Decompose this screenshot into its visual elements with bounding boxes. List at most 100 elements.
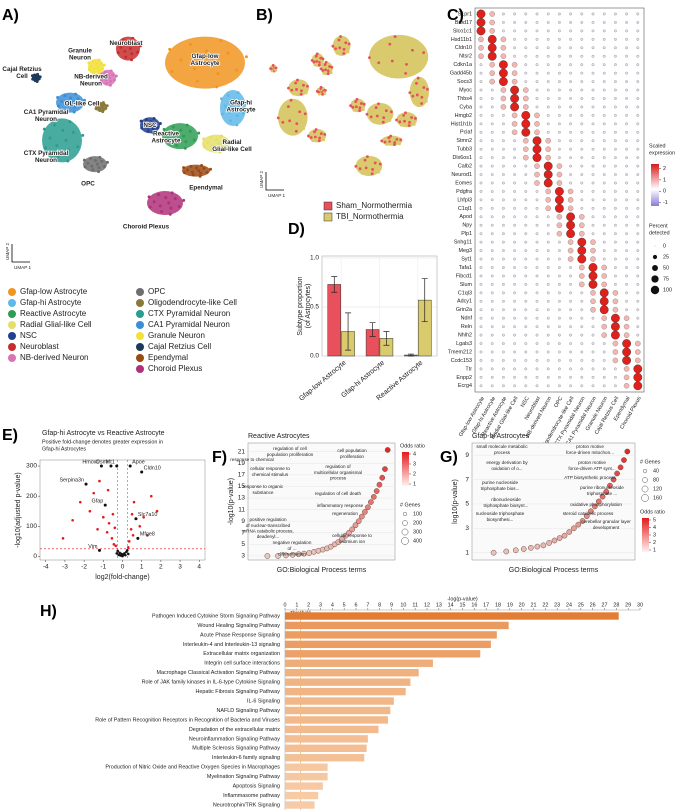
dot-bg [546, 384, 550, 388]
point [365, 504, 371, 511]
dot-bg [602, 29, 606, 33]
dot-bg [502, 232, 505, 236]
dot-bg [479, 63, 483, 67]
umap-cluster [162, 123, 198, 150]
dot-bg [535, 333, 539, 337]
gene-label: Vim [88, 544, 98, 550]
umap-cell [31, 77, 35, 81]
umap-cell [101, 75, 105, 79]
umap-label: Cell [16, 73, 28, 80]
umap-cell [98, 155, 102, 159]
dot-bg [490, 164, 494, 168]
dot-bg [590, 239, 596, 245]
umap-cell [97, 101, 101, 105]
dot-bg [558, 71, 561, 75]
dot-bg [636, 223, 640, 227]
dot-bg [614, 173, 617, 176]
dot-bg [602, 384, 606, 388]
point [283, 552, 289, 559]
gene-label: Slc7a10 [138, 512, 157, 518]
y-axis-label: -log10(p-value) [228, 478, 235, 525]
dot-bg [479, 88, 483, 92]
x-tick-label: 0 [284, 602, 287, 608]
umap-cell [387, 115, 391, 118]
umap-label: Neuroblast [110, 40, 144, 47]
dot-bg [524, 283, 528, 286]
umap-label: OL-like Cell [65, 100, 100, 107]
umap-cell [315, 89, 319, 93]
dot [577, 237, 587, 247]
umap-cell [393, 143, 396, 146]
umap-cell [97, 166, 101, 170]
dot-bg [490, 367, 494, 371]
size-key [642, 468, 648, 474]
dot-bg [558, 147, 561, 151]
umap-cell [96, 65, 100, 69]
umap-cell [142, 122, 146, 126]
dot-bg [490, 325, 494, 328]
dot-bg [523, 137, 529, 144]
dot-bg [511, 129, 518, 136]
umap-cell [383, 140, 387, 144]
umap-cell [171, 125, 175, 129]
panel-label: D) [288, 221, 305, 238]
dot-bg [558, 21, 561, 24]
dot-bg [625, 12, 628, 16]
umap-cell [128, 47, 132, 51]
umap-cell [276, 116, 280, 120]
umap-cell [102, 103, 106, 107]
point [614, 470, 620, 477]
dot-bg [558, 325, 561, 328]
umap-cell [388, 142, 392, 146]
colorbar-label: 1 [653, 547, 656, 553]
point [534, 543, 541, 550]
y-tick-label: 11 [238, 506, 245, 513]
point [621, 457, 627, 463]
dot [543, 170, 553, 179]
point [113, 526, 117, 530]
umap-cell [35, 79, 39, 83]
dot-bg [502, 325, 505, 328]
legend-label: Sham_Normothermia [336, 201, 413, 210]
umap-cell [210, 144, 214, 148]
dot-bg [490, 299, 494, 303]
dot-bg [591, 29, 595, 33]
dot-bg [591, 63, 595, 67]
point [617, 464, 624, 471]
dot-bg [614, 156, 617, 159]
umap-cell [339, 35, 342, 38]
dot [622, 347, 631, 357]
umap-cell [190, 170, 194, 174]
dot [487, 34, 497, 44]
dot-bg [479, 333, 483, 337]
dot-bg [534, 163, 540, 169]
dot-bg [625, 80, 628, 83]
point [358, 513, 365, 520]
umap-cell [220, 112, 224, 116]
x-tick-label: 19 [507, 602, 513, 608]
dot-bg [479, 342, 483, 345]
dot-bg [513, 215, 516, 219]
x-tick-label: 21 [531, 602, 537, 608]
dot-bg [535, 375, 539, 379]
point [624, 448, 631, 455]
umap-cell [226, 93, 230, 97]
umap-cell [148, 120, 152, 124]
dot-bg [580, 375, 584, 379]
dot-bg [625, 240, 628, 244]
point [355, 518, 362, 525]
frame [474, 7, 645, 393]
umap-cell [291, 92, 295, 96]
x-tick-label: 27 [602, 602, 608, 608]
umap-cell [82, 158, 86, 162]
dot-bg [524, 257, 528, 261]
point [346, 529, 352, 536]
point [125, 549, 129, 552]
dot-bg [636, 173, 640, 176]
dot-bg [591, 139, 595, 143]
term-label: regulation of [325, 464, 351, 469]
chart-subtitle: Gfap-hi Astrocytes [42, 446, 86, 452]
dot-bg [580, 97, 584, 100]
dot-bg [545, 154, 551, 161]
term-label: of nuclear-transcribed [246, 523, 291, 528]
